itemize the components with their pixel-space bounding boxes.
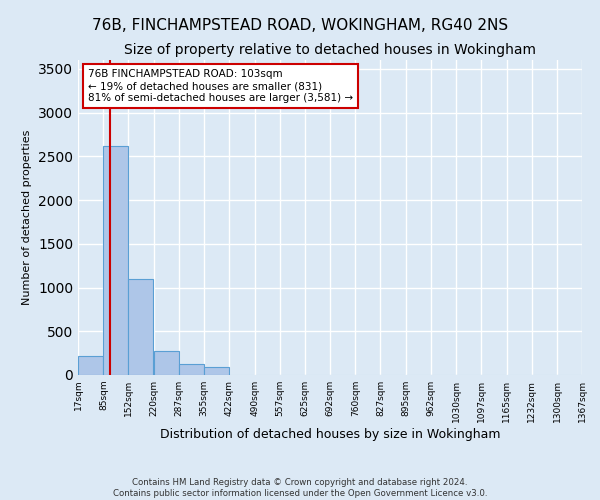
X-axis label: Distribution of detached houses by size in Wokingham: Distribution of detached houses by size … xyxy=(160,428,500,440)
Text: Contains HM Land Registry data © Crown copyright and database right 2024.
Contai: Contains HM Land Registry data © Crown c… xyxy=(113,478,487,498)
Y-axis label: Number of detached properties: Number of detached properties xyxy=(22,130,32,305)
Bar xyxy=(128,279,154,375)
Bar xyxy=(103,146,128,375)
Bar xyxy=(204,367,229,375)
Text: 76B, FINCHAMPSTEAD ROAD, WOKINGHAM, RG40 2NS: 76B, FINCHAMPSTEAD ROAD, WOKINGHAM, RG40… xyxy=(92,18,508,32)
Title: Size of property relative to detached houses in Wokingham: Size of property relative to detached ho… xyxy=(124,44,536,58)
Bar xyxy=(154,352,179,375)
Bar xyxy=(179,364,204,375)
Text: 76B FINCHAMPSTEAD ROAD: 103sqm
← 19% of detached houses are smaller (831)
81% of: 76B FINCHAMPSTEAD ROAD: 103sqm ← 19% of … xyxy=(88,70,353,102)
Bar xyxy=(78,356,103,375)
